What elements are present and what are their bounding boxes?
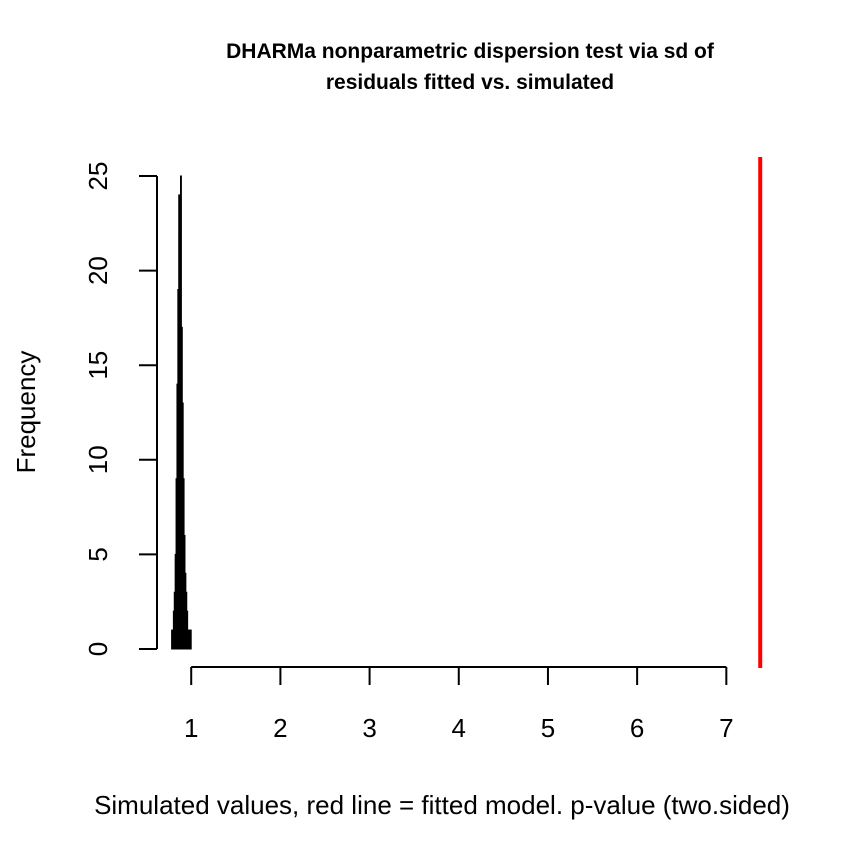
histogram-bars	[171, 175, 192, 650]
x-tick-label: 6	[630, 713, 644, 743]
y-tick-label: 10	[83, 445, 113, 474]
y-tick-label: 20	[83, 256, 113, 285]
y-tick-label: 5	[83, 547, 113, 561]
x-axis: 1 2 3 4 5 6 7	[184, 666, 734, 743]
y-tick-label: 25	[83, 162, 113, 191]
y-tick-label: 15	[83, 351, 113, 380]
y-axis-label: Frequency	[11, 351, 41, 474]
x-tick-label: 5	[541, 713, 555, 743]
histogram-bar	[171, 629, 173, 650]
x-tick-label: 3	[362, 713, 376, 743]
x-tick-label: 7	[719, 713, 733, 743]
x-tick-label: 4	[452, 713, 466, 743]
chart-title-line-1: DHARMa nonparametric dispersion test via…	[226, 40, 715, 63]
x-axis-label: Simulated values, red line = fitted mode…	[94, 790, 790, 820]
histogram-bar	[189, 629, 192, 650]
x-tick-label: 2	[273, 713, 287, 743]
chart-title-line-2: residuals fitted vs. simulated	[326, 71, 614, 94]
y-tick-label: 0	[83, 642, 113, 656]
y-axis: 0 5 10 15 20 25	[83, 162, 158, 656]
x-tick-label: 1	[184, 713, 198, 743]
